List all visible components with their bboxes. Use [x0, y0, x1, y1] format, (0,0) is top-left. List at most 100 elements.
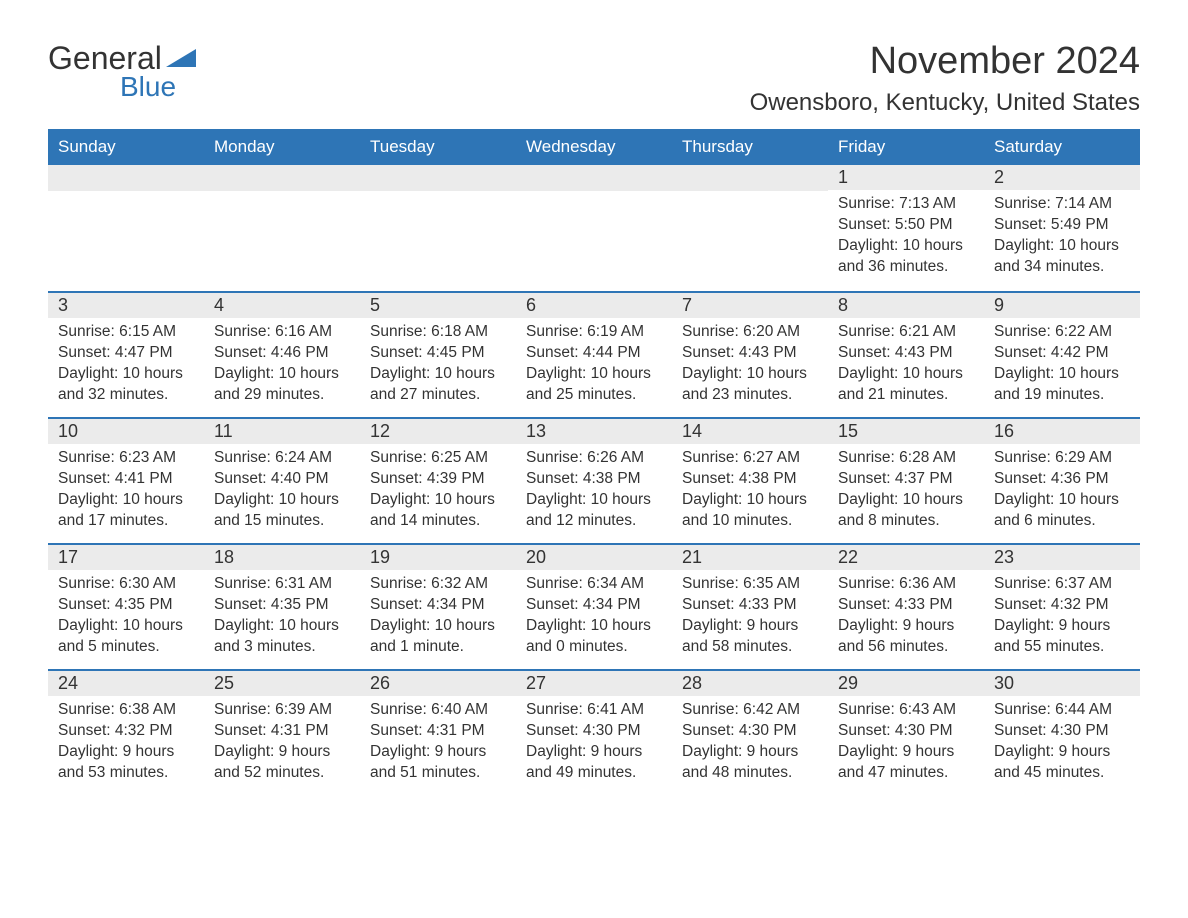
day-number: 1: [828, 165, 984, 190]
location-subtitle: Owensboro, Kentucky, United States: [750, 89, 1140, 117]
day-info-line: Daylight: 9 hours and 48 minutes.: [682, 742, 818, 784]
day-info-line: Sunrise: 6:24 AM: [214, 448, 350, 469]
day-info-line: Daylight: 10 hours and 27 minutes.: [370, 364, 506, 406]
day-info-line: Daylight: 10 hours and 12 minutes.: [526, 490, 662, 532]
day-info-line: Daylight: 10 hours and 21 minutes.: [838, 364, 974, 406]
logo: General Blue: [48, 40, 198, 103]
day-body: Sunrise: 6:36 AMSunset: 4:33 PMDaylight:…: [828, 570, 984, 666]
day-number: 28: [672, 671, 828, 696]
day-info-line: Sunrise: 6:29 AM: [994, 448, 1130, 469]
weekday-header: Sunday: [48, 129, 204, 165]
day-body: Sunrise: 6:44 AMSunset: 4:30 PMDaylight:…: [984, 696, 1140, 792]
day-info-line: Sunrise: 6:21 AM: [838, 322, 974, 343]
day-number: 2: [984, 165, 1140, 190]
day-info-line: Sunset: 4:33 PM: [682, 595, 818, 616]
day-cell: 6Sunrise: 6:19 AMSunset: 4:44 PMDaylight…: [516, 291, 672, 417]
day-number: [672, 165, 828, 191]
day-info-line: Daylight: 9 hours and 56 minutes.: [838, 616, 974, 658]
day-body: Sunrise: 6:26 AMSunset: 4:38 PMDaylight:…: [516, 444, 672, 540]
day-info-line: Sunset: 4:30 PM: [682, 721, 818, 742]
day-info-line: Sunrise: 6:44 AM: [994, 700, 1130, 721]
day-number: 14: [672, 419, 828, 444]
day-cell: [360, 165, 516, 291]
day-info-line: Daylight: 9 hours and 49 minutes.: [526, 742, 662, 784]
day-body: Sunrise: 6:41 AMSunset: 4:30 PMDaylight:…: [516, 696, 672, 792]
day-info-line: Sunset: 4:44 PM: [526, 343, 662, 364]
day-body: [672, 191, 828, 203]
day-body: Sunrise: 6:40 AMSunset: 4:31 PMDaylight:…: [360, 696, 516, 792]
logo-word-blue: Blue: [120, 71, 198, 103]
header: General Blue November 2024 Owensboro, Ke…: [48, 40, 1140, 117]
day-number: 6: [516, 293, 672, 318]
day-body: Sunrise: 6:15 AMSunset: 4:47 PMDaylight:…: [48, 318, 204, 414]
day-info-line: Sunrise: 6:28 AM: [838, 448, 974, 469]
day-info-line: Sunrise: 6:15 AM: [58, 322, 194, 343]
day-info-line: Sunset: 4:30 PM: [994, 721, 1130, 742]
day-info-line: Sunset: 4:40 PM: [214, 469, 350, 490]
day-body: Sunrise: 6:23 AMSunset: 4:41 PMDaylight:…: [48, 444, 204, 540]
day-body: Sunrise: 6:38 AMSunset: 4:32 PMDaylight:…: [48, 696, 204, 792]
day-body: Sunrise: 6:29 AMSunset: 4:36 PMDaylight:…: [984, 444, 1140, 540]
weekday-header: Friday: [828, 129, 984, 165]
day-info-line: Sunrise: 6:34 AM: [526, 574, 662, 595]
day-body: Sunrise: 6:20 AMSunset: 4:43 PMDaylight:…: [672, 318, 828, 414]
day-info-line: Sunrise: 6:23 AM: [58, 448, 194, 469]
day-body: Sunrise: 6:30 AMSunset: 4:35 PMDaylight:…: [48, 570, 204, 666]
day-info-line: Sunrise: 6:20 AM: [682, 322, 818, 343]
day-cell: 17Sunrise: 6:30 AMSunset: 4:35 PMDayligh…: [48, 543, 204, 669]
day-cell: 29Sunrise: 6:43 AMSunset: 4:30 PMDayligh…: [828, 669, 984, 795]
day-cell: 13Sunrise: 6:26 AMSunset: 4:38 PMDayligh…: [516, 417, 672, 543]
day-info-line: Sunrise: 6:39 AM: [214, 700, 350, 721]
day-body: Sunrise: 7:14 AMSunset: 5:49 PMDaylight:…: [984, 190, 1140, 286]
day-info-line: Sunrise: 7:13 AM: [838, 194, 974, 215]
day-number: 3: [48, 293, 204, 318]
day-cell: 11Sunrise: 6:24 AMSunset: 4:40 PMDayligh…: [204, 417, 360, 543]
day-info-line: Daylight: 10 hours and 5 minutes.: [58, 616, 194, 658]
day-cell: 30Sunrise: 6:44 AMSunset: 4:30 PMDayligh…: [984, 669, 1140, 795]
day-body: Sunrise: 6:28 AMSunset: 4:37 PMDaylight:…: [828, 444, 984, 540]
day-info-line: Sunset: 4:31 PM: [214, 721, 350, 742]
title-block: November 2024 Owensboro, Kentucky, Unite…: [750, 40, 1140, 117]
day-body: [516, 191, 672, 203]
day-number: 15: [828, 419, 984, 444]
day-info-line: Sunrise: 6:25 AM: [370, 448, 506, 469]
week-row: 24Sunrise: 6:38 AMSunset: 4:32 PMDayligh…: [48, 669, 1140, 795]
day-number: 12: [360, 419, 516, 444]
day-number: [360, 165, 516, 191]
day-info-line: Sunset: 4:42 PM: [994, 343, 1130, 364]
day-body: Sunrise: 7:13 AMSunset: 5:50 PMDaylight:…: [828, 190, 984, 286]
day-body: Sunrise: 6:27 AMSunset: 4:38 PMDaylight:…: [672, 444, 828, 540]
day-body: [48, 191, 204, 203]
day-cell: 27Sunrise: 6:41 AMSunset: 4:30 PMDayligh…: [516, 669, 672, 795]
day-cell: 5Sunrise: 6:18 AMSunset: 4:45 PMDaylight…: [360, 291, 516, 417]
day-number: 20: [516, 545, 672, 570]
day-body: Sunrise: 6:43 AMSunset: 4:30 PMDaylight:…: [828, 696, 984, 792]
day-info-line: Daylight: 10 hours and 1 minute.: [370, 616, 506, 658]
day-info-line: Sunrise: 6:32 AM: [370, 574, 506, 595]
day-cell: 19Sunrise: 6:32 AMSunset: 4:34 PMDayligh…: [360, 543, 516, 669]
day-info-line: Daylight: 10 hours and 34 minutes.: [994, 236, 1130, 278]
day-info-line: Sunset: 4:46 PM: [214, 343, 350, 364]
day-body: [360, 191, 516, 203]
day-number: 30: [984, 671, 1140, 696]
weekday-header: Tuesday: [360, 129, 516, 165]
day-info-line: Sunset: 4:41 PM: [58, 469, 194, 490]
day-info-line: Sunset: 4:38 PM: [526, 469, 662, 490]
day-info-line: Daylight: 10 hours and 14 minutes.: [370, 490, 506, 532]
day-info-line: Sunset: 4:34 PM: [370, 595, 506, 616]
day-cell: 24Sunrise: 6:38 AMSunset: 4:32 PMDayligh…: [48, 669, 204, 795]
day-info-line: Daylight: 9 hours and 47 minutes.: [838, 742, 974, 784]
day-info-line: Daylight: 10 hours and 17 minutes.: [58, 490, 194, 532]
day-info-line: Daylight: 9 hours and 58 minutes.: [682, 616, 818, 658]
day-info-line: Sunset: 4:39 PM: [370, 469, 506, 490]
day-number: 18: [204, 545, 360, 570]
day-info-line: Sunrise: 6:27 AM: [682, 448, 818, 469]
day-body: Sunrise: 6:39 AMSunset: 4:31 PMDaylight:…: [204, 696, 360, 792]
day-info-line: Daylight: 9 hours and 55 minutes.: [994, 616, 1130, 658]
day-body: Sunrise: 6:34 AMSunset: 4:34 PMDaylight:…: [516, 570, 672, 666]
day-cell: 7Sunrise: 6:20 AMSunset: 4:43 PMDaylight…: [672, 291, 828, 417]
day-cell: 14Sunrise: 6:27 AMSunset: 4:38 PMDayligh…: [672, 417, 828, 543]
day-info-line: Sunrise: 6:38 AM: [58, 700, 194, 721]
day-info-line: Sunrise: 6:31 AM: [214, 574, 350, 595]
day-info-line: Sunset: 4:37 PM: [838, 469, 974, 490]
